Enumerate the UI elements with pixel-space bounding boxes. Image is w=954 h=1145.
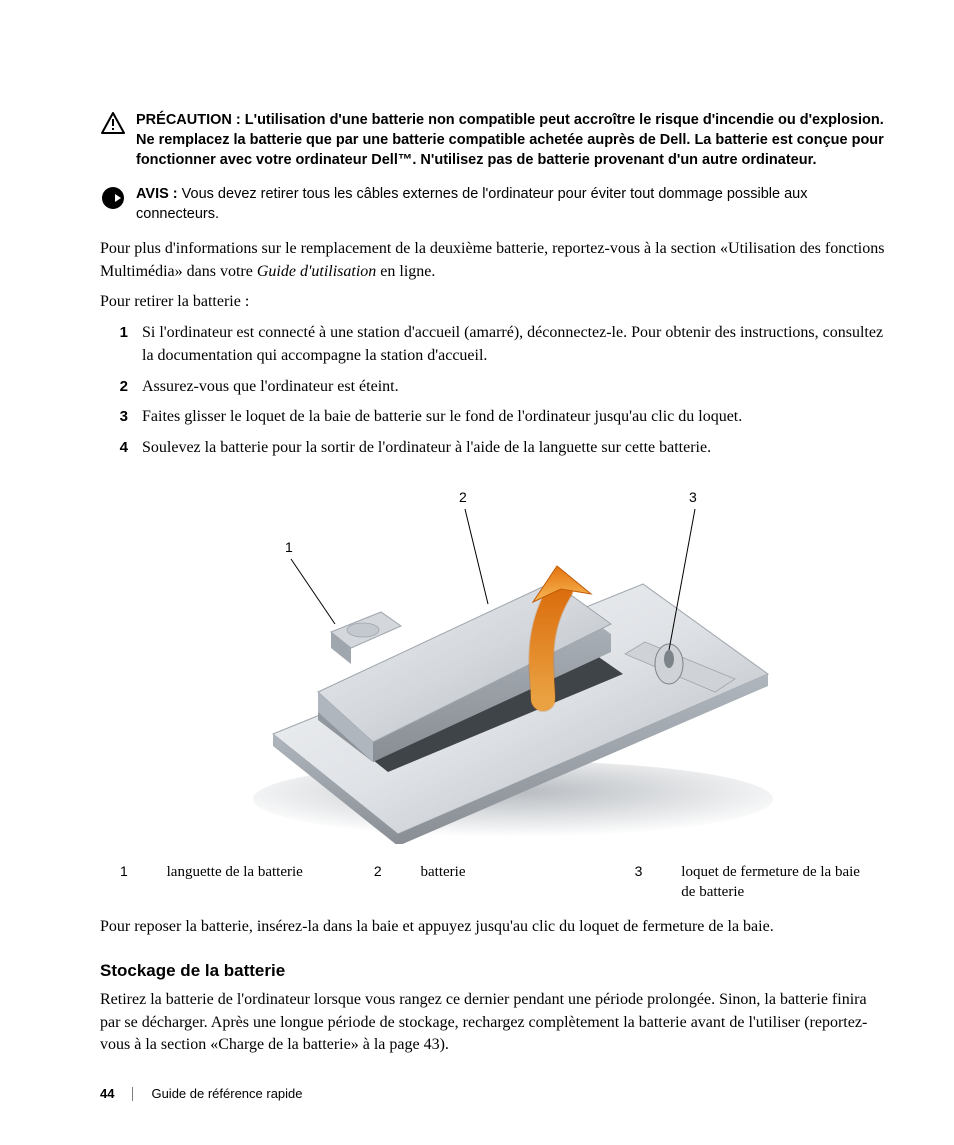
step-text: Faites glisser le loquet de la baie de b… <box>142 406 742 429</box>
precaution-text: PRÉCAUTION : L'utilisation d'une batteri… <box>136 110 886 170</box>
step-number: 3 <box>100 406 128 427</box>
list-item: 1 Si l'ordinateur est connecté à une sta… <box>100 322 886 367</box>
step-number: 4 <box>100 437 128 458</box>
figure-callout-1: 1 <box>285 539 293 555</box>
paragraph-remove-intro: Pour retirer la batterie : <box>100 291 886 314</box>
step-text: Soulevez la batterie pour la sortir de l… <box>142 437 711 460</box>
legend-label-3: loquet de fermeture de la baie de batter… <box>681 862 886 903</box>
avis-notice: AVIS : Vous devez retirer tous les câble… <box>100 184 886 224</box>
footer-separator <box>132 1087 133 1101</box>
avis-label: AVIS : <box>136 186 178 202</box>
avis-body: Vous devez retirer tous les câbles exter… <box>136 186 807 222</box>
page-number: 44 <box>100 1086 114 1101</box>
figure-legend: 1 languette de la batterie 2 batterie 3 … <box>100 862 886 903</box>
legend-num-2: 2 <box>354 862 421 903</box>
legend-label-2: batterie <box>421 862 615 903</box>
paragraph-replace: Pour reposer la batterie, insérez-la dan… <box>100 916 886 939</box>
figure-callout-2: 2 <box>459 489 467 505</box>
heading-storage: Stockage de la batterie <box>100 961 886 981</box>
legend-num-3: 3 <box>615 862 682 903</box>
battery-removal-figure: 1 2 3 <box>100 474 886 844</box>
paragraph-intro: Pour plus d'informations sur le remplace… <box>100 238 886 283</box>
intro-text-italic: Guide d'utilisation <box>257 263 376 280</box>
precaution-body: L'utilisation d'une batterie non compati… <box>136 112 884 168</box>
list-item: 2 Assurez-vous que l'ordinateur est étei… <box>100 376 886 399</box>
list-item: 3 Faites glisser le loquet de la baie de… <box>100 406 886 429</box>
steps-list: 1 Si l'ordinateur est connecté à une sta… <box>100 322 886 460</box>
page: PRÉCAUTION : L'utilisation d'une batteri… <box>0 0 954 1145</box>
paragraph-storage: Retirez la batterie de l'ordinateur lors… <box>100 989 886 1057</box>
list-item: 4 Soulevez la batterie pour la sortir de… <box>100 437 886 460</box>
avis-text: AVIS : Vous devez retirer tous les câble… <box>136 184 886 224</box>
precaution-notice: PRÉCAUTION : L'utilisation d'une batteri… <box>100 110 886 170</box>
intro-text-a: Pour plus d'informations sur le remplace… <box>100 240 884 280</box>
step-text: Assurez-vous que l'ordinateur est éteint… <box>142 376 399 399</box>
legend-label-1: languette de la batterie <box>167 862 354 903</box>
precaution-label: PRÉCAUTION : <box>136 112 241 128</box>
intro-text-b: en ligne. <box>376 263 435 280</box>
caution-triangle-icon <box>100 112 126 134</box>
notice-circle-arrow-icon <box>100 186 126 210</box>
step-number: 1 <box>100 322 128 343</box>
step-text: Si l'ordinateur est connecté à une stati… <box>142 322 886 367</box>
legend-num-1: 1 <box>100 862 167 903</box>
step-number: 2 <box>100 376 128 397</box>
page-footer: 44 Guide de référence rapide <box>100 1086 303 1101</box>
footer-doc-title: Guide de référence rapide <box>151 1086 302 1101</box>
figure-callout-3: 3 <box>689 489 697 505</box>
